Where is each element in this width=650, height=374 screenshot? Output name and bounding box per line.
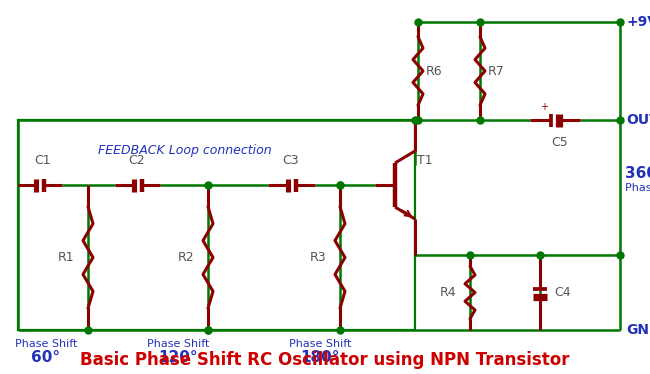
Text: Phase Shift: Phase Shift (147, 339, 209, 349)
Text: FEEDBACK Loop connection: FEEDBACK Loop connection (98, 144, 272, 156)
Text: Basic Phase Shift RC Oscillator using NPN Transistor: Basic Phase Shift RC Oscillator using NP… (80, 351, 570, 369)
Text: GND: GND (626, 323, 650, 337)
Text: C3: C3 (283, 154, 299, 167)
Text: 180°: 180° (300, 350, 340, 365)
Text: R7: R7 (488, 64, 505, 77)
Text: OUT: OUT (626, 113, 650, 127)
Text: +9V: +9V (626, 15, 650, 29)
Text: 60°: 60° (31, 350, 60, 365)
Text: R3: R3 (309, 251, 326, 264)
Text: +: + (540, 101, 548, 111)
Text: Phase Shift: Phase Shift (15, 339, 77, 349)
Text: Phase Shift: Phase Shift (289, 339, 351, 349)
Text: R6: R6 (426, 64, 443, 77)
Text: 120°: 120° (158, 350, 198, 365)
Text: 360°: 360° (625, 166, 650, 181)
Text: T1: T1 (417, 153, 433, 166)
Text: C5: C5 (552, 135, 568, 148)
Text: C2: C2 (129, 154, 146, 167)
Text: C1: C1 (34, 154, 51, 167)
Text: R4: R4 (439, 286, 456, 299)
Text: C4: C4 (554, 286, 571, 299)
Text: R2: R2 (177, 251, 194, 264)
Text: R1: R1 (57, 251, 74, 264)
Bar (18, 120, 415, 330)
Text: Phase Shift: Phase Shift (625, 183, 650, 193)
